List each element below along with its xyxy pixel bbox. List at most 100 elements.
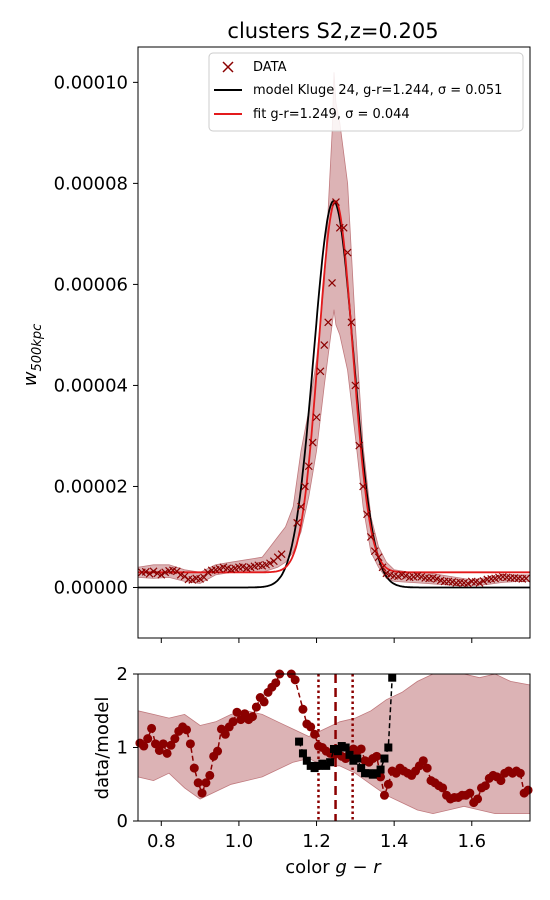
ratio-data-point	[228, 717, 238, 727]
data-point	[332, 198, 340, 206]
data-point	[149, 567, 158, 576]
main-model-curve	[138, 200, 530, 589]
ratio-series-fit	[295, 673, 397, 779]
ratio-x-tick-label: 1.6	[457, 831, 486, 852]
data-point-stroke-b	[273, 553, 282, 562]
fit-gaussian-line	[138, 200, 530, 574]
data-point-stroke-b	[456, 578, 465, 587]
data-point-stroke-b	[149, 567, 158, 576]
ratio-data-point	[150, 739, 160, 749]
ratio-data-point	[298, 704, 308, 714]
ratio-fit-point	[380, 754, 389, 763]
data-point-stroke-b	[522, 574, 531, 583]
model-gaussian-line	[138, 200, 530, 589]
ratio-data-point	[182, 725, 192, 735]
data-point-stroke-b	[192, 574, 201, 583]
ratio-x-tick-label: 1.0	[225, 831, 254, 852]
legend-label-fit: fit g-r=1.249, σ = 0.044	[253, 107, 410, 122]
data-point-stroke-b	[463, 579, 472, 588]
ratio-data-point	[220, 729, 230, 739]
chart-title: clusters S2,z=0.205	[227, 19, 438, 43]
main-fit-curve	[138, 200, 530, 574]
ratio-data-point	[205, 770, 215, 780]
ratio-fit-point	[388, 673, 397, 682]
ratio-data-point	[480, 781, 490, 791]
main-y-axis-label-main: w	[20, 371, 41, 386]
data-point-stroke-b	[510, 573, 519, 582]
data-point	[351, 381, 360, 390]
ratio-fit-point	[353, 754, 362, 763]
main-y-axis-label-sub: 500kpc	[30, 324, 45, 372]
ratio-data-point	[170, 734, 180, 744]
ratio-data-point	[232, 707, 242, 717]
data-point	[463, 579, 472, 588]
data-point	[277, 550, 286, 559]
ratio-data-point	[383, 779, 393, 789]
data-point-stroke-b	[172, 567, 181, 576]
data-point-stroke-b	[238, 562, 247, 571]
data-point-stroke-b	[304, 462, 313, 471]
ratio-data-point	[147, 723, 157, 733]
data-point	[157, 570, 166, 579]
ratio-data-point	[162, 748, 172, 758]
data-point-stroke-b	[417, 572, 426, 581]
main-x-ticks	[160, 638, 473, 643]
data-point-stroke-b	[436, 576, 445, 585]
legend-data-mark-b	[222, 61, 234, 73]
data-point	[297, 502, 305, 511]
data-point	[300, 482, 309, 491]
ratio-data-point	[465, 788, 475, 798]
ratio-data-point	[290, 675, 300, 685]
data-point-stroke-b	[444, 577, 453, 586]
data-point-stroke-b	[297, 502, 305, 511]
data-point-stroke-b	[223, 564, 232, 573]
data-point-stroke-b	[320, 341, 329, 349]
ratio-x-tick-label: 1.4	[380, 831, 409, 852]
ratio-data-point	[197, 788, 207, 798]
ratio-fit-point	[357, 764, 366, 773]
data-point	[293, 518, 302, 527]
data-point-stroke-b	[475, 579, 484, 587]
ratio-fit-point	[298, 749, 307, 758]
legend-marker-data	[222, 61, 234, 73]
data-point	[316, 367, 325, 376]
data-point-stroke-b	[351, 381, 360, 390]
ratio-fit-point	[302, 756, 311, 765]
data-point-stroke-b	[366, 533, 375, 541]
main-y-tick-label: 0.00002	[54, 476, 128, 497]
data-point	[343, 248, 352, 257]
data-point-stroke-b	[343, 248, 352, 257]
ratio-fit-point	[295, 737, 304, 746]
ratio-data-point	[247, 712, 257, 722]
ratio-fit-point	[341, 743, 350, 752]
data-point-stroke-b	[328, 278, 336, 287]
data-point-stroke-b	[277, 550, 286, 559]
data-point-stroke-b	[460, 579, 468, 587]
data-point-stroke-b	[378, 563, 387, 572]
data-point-stroke-b	[141, 567, 150, 576]
ratio-data-point	[139, 741, 149, 751]
ratio-data-point	[185, 739, 195, 749]
ratio-y-ticks: 0 1 2	[117, 664, 138, 832]
data-point-stroke-b	[471, 578, 480, 586]
ratio-x-ticks: 0.8 1.0 1.2 1.4 1.6	[147, 821, 486, 852]
data-point	[522, 574, 531, 583]
data-point-stroke-b	[219, 563, 228, 572]
data-point	[308, 438, 317, 447]
main-panel: clusters S2,z=0.205 0.000000.000020.0000…	[20, 19, 531, 643]
ratio-data-point	[166, 740, 176, 750]
legend-label-data: DATA	[253, 60, 287, 75]
data-point-stroke-b	[316, 367, 325, 376]
ratio-fit-point	[326, 758, 335, 767]
ratio-fit-point	[345, 750, 354, 759]
ratio-fit-point	[376, 765, 385, 774]
ratio-data-point	[310, 729, 320, 739]
data-point	[374, 553, 383, 562]
main-y-axis-label: w500kpc	[20, 324, 45, 386]
data-point-stroke-b	[386, 570, 395, 579]
ratio-data-point	[259, 697, 269, 707]
data-point-stroke-b	[421, 573, 430, 582]
data-point-stroke-b	[169, 566, 177, 575]
main-y-tick-label: 0.00008	[54, 173, 128, 194]
data-point-stroke-b	[339, 223, 348, 232]
